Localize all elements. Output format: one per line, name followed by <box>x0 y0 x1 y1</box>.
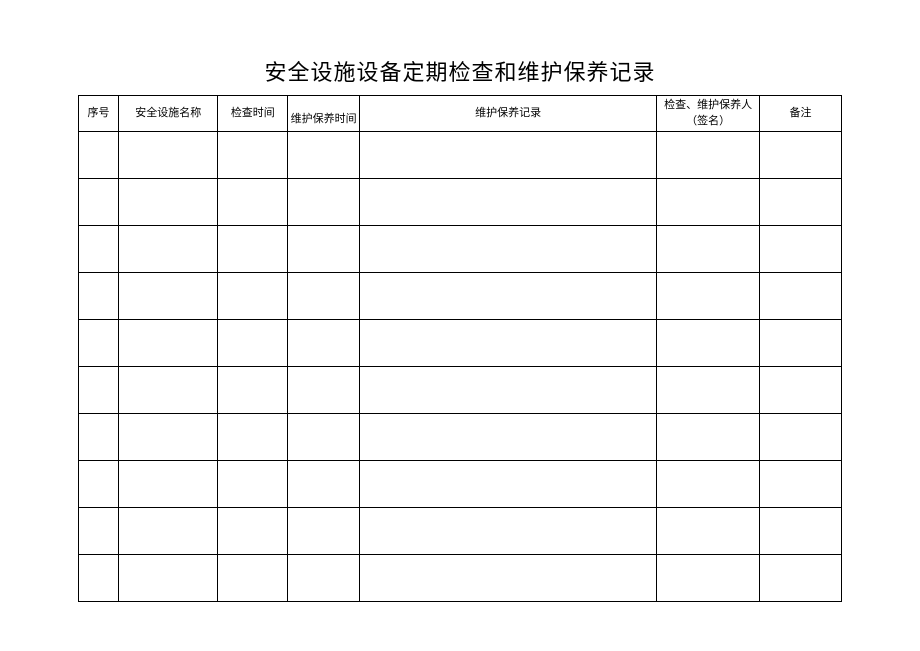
table-cell <box>657 461 760 508</box>
table-row <box>79 414 842 461</box>
table-cell <box>657 414 760 461</box>
table-cell <box>118 508 217 555</box>
table-cell <box>759 461 841 508</box>
table-cell <box>759 414 841 461</box>
table-cell <box>79 179 119 226</box>
table-cell <box>359 414 656 461</box>
col-header-maintenance-time: 维护保养时间 <box>288 96 360 132</box>
table-cell <box>759 508 841 555</box>
table-cell <box>657 508 760 555</box>
table-cell <box>118 367 217 414</box>
table-cell <box>79 461 119 508</box>
table-cell <box>359 273 656 320</box>
table-cell <box>359 461 656 508</box>
table-cell <box>288 320 360 367</box>
table-cell <box>79 132 119 179</box>
table-cell <box>118 179 217 226</box>
table-cell <box>218 179 288 226</box>
table-cell <box>657 367 760 414</box>
table-cell <box>759 226 841 273</box>
table-row <box>79 320 842 367</box>
table-cell <box>118 414 217 461</box>
table-body <box>79 132 842 602</box>
table-cell <box>218 508 288 555</box>
table-row <box>79 273 842 320</box>
col-header-inspection-time: 检查时间 <box>218 96 288 132</box>
table-cell <box>118 461 217 508</box>
table-cell <box>759 273 841 320</box>
table-cell <box>218 367 288 414</box>
table-cell <box>359 132 656 179</box>
table-cell <box>218 461 288 508</box>
table-cell <box>218 414 288 461</box>
table-row <box>79 226 842 273</box>
table-cell <box>288 555 360 602</box>
maintenance-record-table: 序号 安全设施名称 检查时间 维护保养时间 维护保养记录 检查、维护保养人（签名… <box>78 95 842 602</box>
table-cell <box>79 555 119 602</box>
table-cell <box>288 179 360 226</box>
table-row <box>79 132 842 179</box>
table-cell <box>288 508 360 555</box>
table-cell <box>759 367 841 414</box>
table-cell <box>759 132 841 179</box>
page-title: 安全设施设备定期检查和维护保养记录 <box>78 55 842 87</box>
table-cell <box>79 414 119 461</box>
table-cell <box>79 508 119 555</box>
table-cell <box>657 179 760 226</box>
col-header-facility-name: 安全设施名称 <box>118 96 217 132</box>
table-cell <box>288 414 360 461</box>
table-row <box>79 367 842 414</box>
table-cell <box>118 555 217 602</box>
table-cell <box>118 132 217 179</box>
col-header-maintenance-record: 维护保养记录 <box>359 96 656 132</box>
table-cell <box>118 320 217 367</box>
table-row <box>79 508 842 555</box>
table-cell <box>657 132 760 179</box>
table-cell <box>288 273 360 320</box>
table-row <box>79 555 842 602</box>
table-cell <box>759 179 841 226</box>
table-cell <box>79 273 119 320</box>
table-cell <box>359 226 656 273</box>
table-cell <box>288 226 360 273</box>
table-cell <box>759 555 841 602</box>
table-row <box>79 461 842 508</box>
table-row <box>79 179 842 226</box>
table-cell <box>79 226 119 273</box>
table-cell <box>218 555 288 602</box>
table-cell <box>288 132 360 179</box>
table-cell <box>657 273 760 320</box>
col-header-signature: 检查、维护保养人（签名） <box>657 96 760 132</box>
col-header-remarks: 备注 <box>759 96 841 132</box>
table-cell <box>657 320 760 367</box>
table-cell <box>359 367 656 414</box>
col-header-index: 序号 <box>79 96 119 132</box>
table-cell <box>218 226 288 273</box>
table-cell <box>657 555 760 602</box>
table-cell <box>79 367 119 414</box>
table-cell <box>359 179 656 226</box>
table-cell <box>118 226 217 273</box>
table-cell <box>218 132 288 179</box>
table-cell <box>657 226 760 273</box>
table-cell <box>288 367 360 414</box>
table-cell <box>759 320 841 367</box>
table-cell <box>288 461 360 508</box>
table-cell <box>118 273 217 320</box>
table-header-row: 序号 安全设施名称 检查时间 维护保养时间 维护保养记录 检查、维护保养人（签名… <box>79 96 842 132</box>
table-cell <box>218 273 288 320</box>
table-cell <box>359 555 656 602</box>
table-cell <box>359 508 656 555</box>
table-cell <box>79 320 119 367</box>
table-cell <box>218 320 288 367</box>
table-cell <box>359 320 656 367</box>
